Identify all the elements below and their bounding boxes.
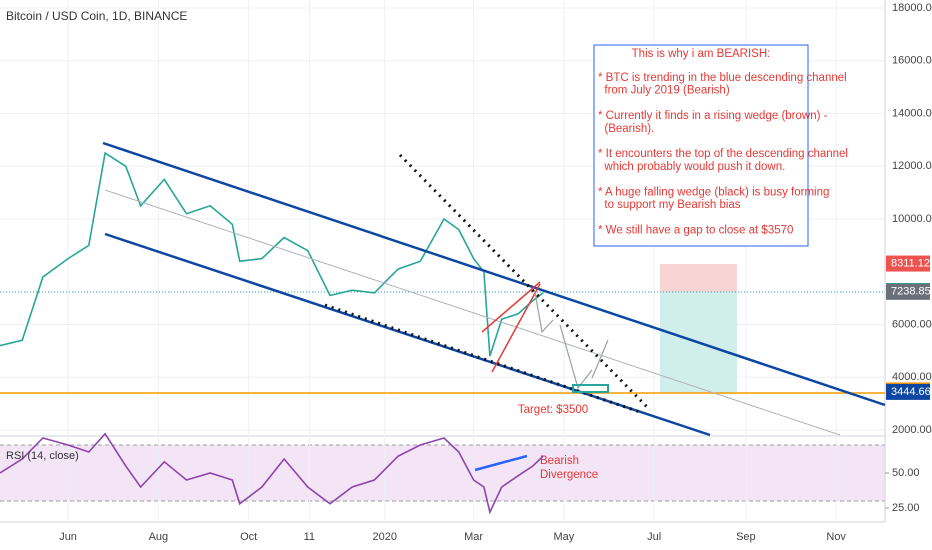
y-tick-label: 25.00: [892, 502, 920, 514]
x-tick-label: Aug: [149, 531, 169, 543]
projection-arrow: [534, 291, 554, 334]
x-tick-label: Mar: [464, 531, 483, 543]
price-label: 7238.85: [891, 286, 931, 298]
note-line: to support my Bearish bias: [598, 199, 741, 211]
projection-arrow: [559, 324, 593, 390]
rsi-band: [0, 445, 885, 501]
stop-zone: [660, 264, 737, 292]
note-line: * A huge falling wedge (black) is busy f…: [598, 186, 829, 198]
rsi-title: RSI (14, close): [6, 450, 79, 462]
price-label-bg: [886, 283, 930, 300]
y-tick-label: 16000.00: [892, 55, 932, 67]
note-box: [593, 44, 809, 247]
divergence-label: Divergence: [540, 469, 598, 481]
divergence-label: Bearish: [540, 455, 579, 467]
x-tick-label: 11: [304, 531, 315, 543]
note-line: * We still have a gap to close at $3570: [598, 224, 793, 236]
chart-title: Bitcoin / USD Coin, 1D, BINANCE: [6, 9, 187, 23]
gap-box: [572, 384, 609, 393]
channel-top: [102, 141, 886, 407]
y-tick-label: 18000.00: [892, 2, 932, 14]
x-tick-label: Jun: [59, 531, 77, 543]
price-label: 3444.66: [891, 386, 931, 398]
note-line: * BTC is trending in the blue descending…: [598, 72, 847, 84]
note-title: This is why i am BEARISH:: [632, 48, 771, 60]
price-line: [0, 432, 544, 515]
channel-bottom: [104, 232, 711, 437]
note-line: * It encounters the top of the descendin…: [598, 148, 848, 160]
y-tick-label: 6000.00: [892, 318, 932, 330]
projection-arrow: [591, 339, 609, 379]
target-label: Target: $3500: [518, 404, 588, 416]
rsi-divergence-line: [474, 454, 528, 472]
y-tick-label: 2000.00: [892, 424, 932, 436]
rising-wedge: [481, 281, 541, 333]
x-tick-label: Jul: [647, 531, 661, 543]
x-tick-label: 2020: [373, 531, 397, 543]
channel-mid: [104, 189, 841, 436]
x-tick-label: Sep: [736, 531, 756, 543]
y-tick-label: 12000.00: [892, 160, 932, 172]
note-line: which probably would push it down.: [598, 161, 785, 173]
price-label: 8311.12: [891, 257, 930, 269]
x-tick-label: Nov: [826, 531, 846, 543]
price-line: [0, 151, 544, 357]
price-label-bg: [886, 255, 930, 272]
note-line: from July 2019 (Bearish): [598, 85, 730, 97]
y-tick-label: 14000.00: [892, 107, 932, 119]
y-tick-label: 4000.00: [892, 371, 932, 383]
y-tick-label: 50.00: [892, 467, 920, 479]
price-label-bg: [886, 383, 930, 400]
x-tick-label: May: [553, 531, 574, 543]
note-line: (Bearish).: [598, 123, 654, 135]
y-tick-label: 10000.00: [892, 213, 932, 225]
x-tick-label: Oct: [240, 531, 257, 543]
note-line: * Currently it finds in a rising wedge (…: [598, 110, 828, 122]
rising-wedge: [491, 283, 541, 373]
